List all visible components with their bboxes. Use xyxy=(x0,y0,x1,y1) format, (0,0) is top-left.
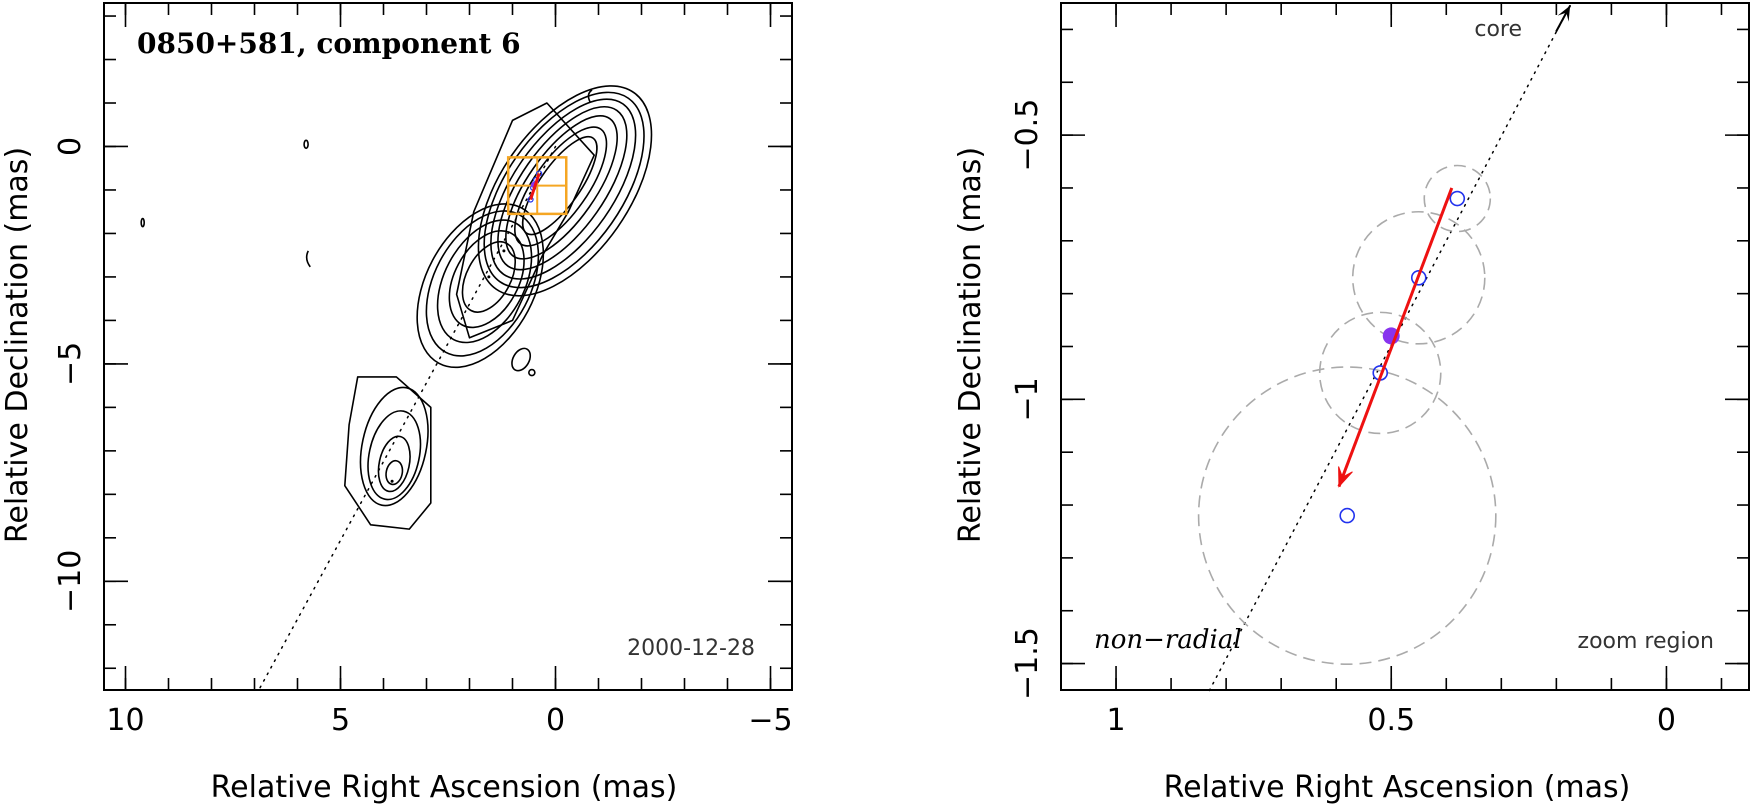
left-y-tick-label: −5 xyxy=(53,342,88,386)
zoom-region-label: zoom region xyxy=(1578,629,1714,654)
right-x-axis-label: Relative Right Ascension (mas) xyxy=(1164,770,1631,805)
component-point xyxy=(1410,269,1427,286)
left-axis-ticks xyxy=(104,3,792,690)
epoch-date: 2000-12-28 xyxy=(627,636,755,661)
small-contour xyxy=(303,139,309,150)
right-y-tick-label: −1 xyxy=(1010,377,1045,421)
left-x-tick-label: 10 xyxy=(106,703,144,738)
error-circles xyxy=(1197,164,1497,666)
right-y-tick-label: −0.5 xyxy=(1010,99,1045,172)
error-circle xyxy=(1351,210,1486,345)
error-circle xyxy=(1423,164,1492,233)
lower-component-contour xyxy=(377,435,411,493)
component-point xyxy=(1449,190,1466,207)
left-x-tick-label: 0 xyxy=(546,703,565,738)
core-contour xyxy=(490,98,637,280)
small-contour xyxy=(528,368,536,377)
core-contour xyxy=(505,115,618,260)
contour-map xyxy=(140,85,653,530)
left-y-tick-label: 0 xyxy=(53,137,88,156)
core-arrow-head xyxy=(1557,5,1571,22)
left-x-axis-label: Relative Right Ascension (mas) xyxy=(211,770,678,805)
small-contour xyxy=(305,250,311,268)
small-contour xyxy=(511,347,532,372)
jet-contour xyxy=(448,229,525,329)
right-tick-labels: 1 0.5 0 −0.5 −1 −1.5 xyxy=(1010,99,1676,738)
component-point xyxy=(1339,507,1356,524)
left-trajectory-line xyxy=(258,145,557,691)
left-x-tick-label: −5 xyxy=(748,703,792,738)
right-plot-frame xyxy=(1060,2,1750,691)
left-plot-frame xyxy=(103,2,793,691)
right-x-tick-label: 0 xyxy=(1657,703,1676,738)
left-component-points xyxy=(527,170,543,203)
left-x-tick-label: 5 xyxy=(331,703,350,738)
contour-peak-dot xyxy=(487,275,491,279)
jet-envelope-contour xyxy=(455,102,595,339)
core-label: core xyxy=(1474,17,1522,42)
error-circle xyxy=(1318,311,1442,435)
motion-arrow-head xyxy=(1338,466,1353,488)
right-y-axis-label: Relative Declination (mas) xyxy=(953,147,988,543)
zoom-region-box xyxy=(506,156,568,216)
plot-title: 0850+581, component 6 xyxy=(137,27,521,60)
left-y-axis-label: Relative Declination (mas) xyxy=(0,147,35,543)
jet-contour xyxy=(416,203,545,369)
lower-component-contour xyxy=(367,410,422,501)
left-tick-labels: 10 5 0 −5 0 −5 −10 xyxy=(53,137,793,738)
right-component-points xyxy=(1339,190,1466,524)
lower-component-envelope xyxy=(344,376,432,530)
core-direction-arrow xyxy=(1555,5,1572,33)
jet-contour xyxy=(461,241,517,313)
right-panel: 1 0.5 0 −0.5 −1 −1.5 core non−radial zoom reg… xyxy=(953,2,1750,805)
core-contour xyxy=(497,105,628,271)
contour-peak-dot xyxy=(502,249,506,253)
left-motion-arrow xyxy=(529,172,541,201)
jet-contour xyxy=(436,219,533,344)
right-trajectory-line xyxy=(1206,4,1571,697)
motion-arrow xyxy=(1337,187,1454,488)
right-x-tick-label: 1 xyxy=(1106,703,1125,738)
non-radial-annotation: non−radial xyxy=(1094,625,1242,655)
right-x-tick-label: 0.5 xyxy=(1367,703,1415,738)
core-contour xyxy=(477,85,653,297)
lower-component-contour xyxy=(385,459,404,486)
left-panel: 10 5 0 −5 0 −5 −10 0850+581, component 6 2000-… xyxy=(0,2,793,805)
left-y-tick-label: −10 xyxy=(53,550,88,613)
small-contour xyxy=(587,89,593,103)
right-axis-ticks xyxy=(1060,3,1749,690)
right-y-tick-label: −1.5 xyxy=(1010,627,1045,700)
contour-peak-dot xyxy=(390,479,394,483)
error-circle xyxy=(1197,366,1497,666)
lower-component-contour xyxy=(359,386,429,507)
motion-arrow-shaft xyxy=(1337,187,1454,488)
small-contour xyxy=(140,217,145,228)
